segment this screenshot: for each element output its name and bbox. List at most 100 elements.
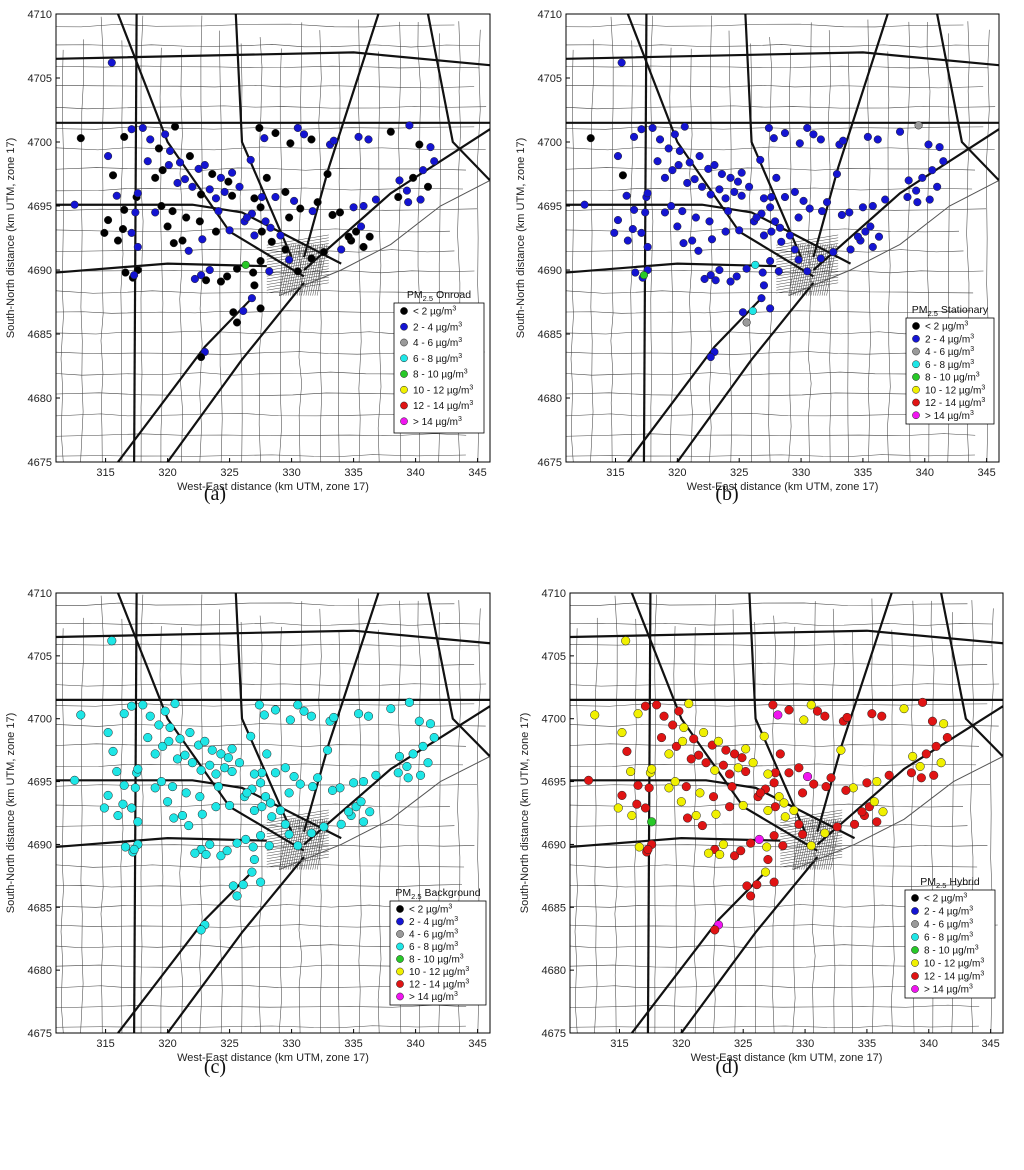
legend-marker [911, 894, 919, 902]
receptor-point [724, 207, 733, 216]
legend-entry: < 2 µg/m3 [924, 893, 967, 905]
receptor-point [276, 231, 285, 240]
receptor-point [408, 749, 418, 759]
y-tick-label: 4695 [28, 201, 52, 213]
legend-entry: 8 - 10 µg/m3 [413, 369, 468, 381]
receptor-point [678, 736, 688, 746]
receptor-point [670, 130, 679, 139]
receptor-point [358, 817, 369, 827]
receptor-point [794, 763, 804, 773]
receptor-point [721, 745, 731, 755]
receptor-point [671, 741, 681, 751]
receptor-point [197, 190, 206, 199]
receptor-point [118, 799, 128, 809]
receptor-point [184, 821, 194, 831]
receptor-point [631, 268, 640, 277]
receptor-point [841, 785, 851, 795]
receptor-point [774, 792, 784, 802]
receptor-point [686, 754, 696, 764]
receptor-point [756, 155, 765, 164]
receptor-points [584, 636, 952, 935]
receptor-point [647, 764, 657, 774]
receptor-point [118, 224, 128, 234]
receptor-point [163, 797, 173, 807]
receptor-point [629, 205, 639, 214]
receptor-point [779, 798, 789, 808]
receptor-points [580, 58, 948, 362]
receptor-point [794, 819, 804, 829]
y-tick-label: 4705 [28, 651, 52, 663]
receptor-point [229, 308, 238, 317]
x-tick-label: 330 [792, 467, 810, 479]
receptor-point [190, 274, 199, 284]
y-tick-label: 4695 [538, 201, 562, 213]
legend-entry: > 14 µg/m3 [924, 984, 973, 996]
legend-marker [911, 907, 919, 915]
receptor-point [271, 192, 280, 202]
legend-entry: 2 - 4 µg/m3 [409, 916, 458, 928]
receptor-point [798, 829, 808, 839]
legend-marker [400, 385, 408, 394]
legend-marker [396, 942, 404, 951]
receptor-point [329, 136, 338, 145]
receptor-point [290, 196, 299, 205]
receptor-point [617, 58, 626, 67]
receptor-point [201, 276, 211, 285]
receptor-point [697, 821, 707, 831]
receptor-point [182, 213, 191, 222]
legend-entry: 4 - 6 µg/m3 [413, 337, 462, 349]
receptor-point [639, 271, 648, 280]
receptor-point [133, 817, 143, 827]
receptor-point [270, 768, 281, 778]
x-axis-label: West-East distance (km UTM, zone 17) [691, 1052, 883, 1064]
receptor-point [718, 839, 728, 849]
receptor-point [405, 121, 414, 130]
y-tick-label: 4705 [538, 73, 562, 85]
receptor-point [430, 157, 439, 166]
receptor-point [224, 177, 233, 186]
receptor-point [678, 207, 687, 216]
legend-marker [911, 920, 919, 928]
receptor-point [845, 208, 854, 217]
receptor-point [143, 733, 153, 743]
receptor-point [726, 277, 735, 286]
panel-label-b: (b) [715, 483, 739, 505]
receptor-point [694, 750, 704, 760]
receptor-point [763, 769, 773, 779]
receptor-point [809, 130, 818, 139]
receptor-point [267, 237, 276, 246]
receptor-point [354, 132, 363, 141]
receptor-point [738, 308, 747, 317]
receptor-point [752, 213, 761, 222]
receptor-point [327, 785, 338, 795]
receptor-point [725, 769, 735, 779]
y-tick-label: 4685 [538, 329, 562, 341]
receptor-point [931, 741, 941, 751]
receptor-point [664, 783, 674, 793]
receptor-point [170, 122, 180, 131]
receptor-point [867, 709, 877, 719]
receptor-point [707, 235, 717, 244]
receptor-point [799, 715, 809, 725]
x-tick-label: 335 [344, 1038, 362, 1050]
receptor-point [319, 248, 328, 257]
receptor-point [664, 144, 673, 153]
receptor-point [223, 753, 233, 763]
x-tick-label: 330 [282, 1038, 300, 1050]
receptor-point [284, 788, 294, 798]
receptor-point [165, 722, 175, 733]
receptor-point [918, 697, 928, 707]
receptor-point [705, 217, 714, 226]
receptor-point [656, 733, 667, 743]
receptor-point [737, 753, 747, 763]
legend-marker [400, 401, 408, 410]
receptor-point [803, 123, 812, 132]
legend-marker [400, 307, 408, 315]
receptor-point [667, 201, 676, 211]
y-tick-label: 4700 [28, 137, 52, 149]
x-tick-label: 345 [977, 467, 995, 479]
y-tick-label: 4710 [542, 588, 566, 600]
legend-entry: 2 - 4 µg/m3 [924, 906, 973, 918]
legend-marker [911, 972, 919, 980]
receptor-point [138, 123, 147, 132]
